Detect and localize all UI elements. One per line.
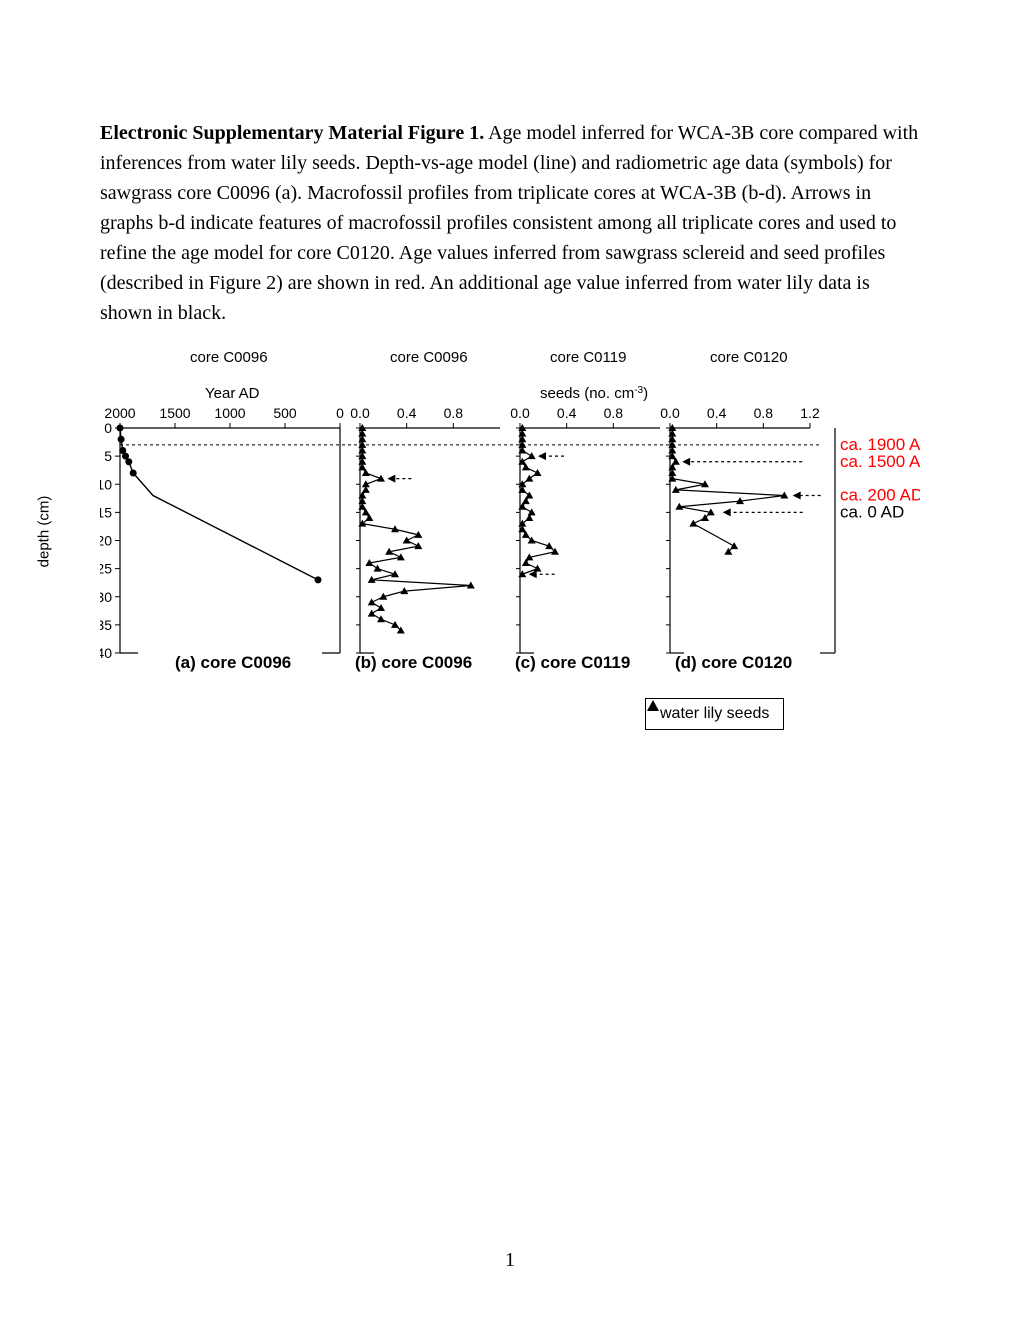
svg-text:core C0096: core C0096 (190, 349, 268, 366)
svg-text:seeds (no. cm-3): seeds (no. cm-3) (540, 385, 648, 403)
svg-text:Year AD: Year AD (205, 385, 260, 402)
svg-text:0.0: 0.0 (660, 405, 680, 421)
svg-text:0.8: 0.8 (604, 405, 624, 421)
figure: core C0096 core C0096 core C0119 core C0120… (100, 348, 920, 748)
legend: water lily seeds (645, 698, 784, 730)
svg-text:0.8: 0.8 (754, 405, 774, 421)
chart-svg: core C0096 core C0096 core C0119 core C0120… (100, 348, 920, 748)
svg-text:2000: 2000 (104, 405, 135, 421)
svg-text:15: 15 (100, 504, 112, 520)
svg-text:0.0: 0.0 (350, 405, 370, 421)
svg-text:25: 25 (100, 561, 112, 577)
svg-text:0: 0 (104, 420, 112, 436)
svg-text:30: 30 (100, 589, 112, 605)
triangle-icon (646, 699, 660, 713)
svg-text:core C0119: core C0119 (550, 349, 626, 366)
svg-text:(c) core C0119: (c) core C0119 (515, 653, 630, 672)
svg-text:35: 35 (100, 617, 112, 633)
caption-text: Age model inferred for WCA-3B core compa… (100, 122, 918, 324)
page-number: 1 (0, 1249, 1020, 1272)
svg-text:core C0120: core C0120 (710, 349, 788, 366)
svg-text:0.0: 0.0 (510, 405, 530, 421)
svg-text:(d) core C0120: (d) core C0120 (675, 653, 792, 672)
svg-text:1000: 1000 (214, 405, 245, 421)
svg-text:500: 500 (273, 405, 297, 421)
svg-text:5: 5 (104, 448, 112, 464)
svg-text:0.4: 0.4 (397, 405, 417, 421)
svg-text:20: 20 (100, 533, 112, 549)
caption-bold: Electronic Supplementary Material Figure… (100, 122, 484, 144)
svg-text:10: 10 (100, 476, 112, 492)
svg-text:0.4: 0.4 (557, 405, 577, 421)
figure-caption: Electronic Supplementary Material Figure… (100, 118, 920, 328)
y-axis-label: depth (cm) (35, 496, 52, 568)
svg-text:1.2: 1.2 (800, 405, 820, 421)
svg-text:(b) core C0096: (b) core C0096 (355, 653, 472, 672)
svg-text:(a) core C0096: (a) core C0096 (175, 653, 291, 672)
svg-text:40: 40 (100, 645, 112, 661)
svg-text:0: 0 (336, 405, 344, 421)
svg-text:0.4: 0.4 (707, 405, 727, 421)
svg-text:0.8: 0.8 (444, 405, 464, 421)
svg-text:ca. 0 AD: ca. 0 AD (840, 502, 904, 521)
svg-text:1500: 1500 (159, 405, 190, 421)
legend-label: water lily seeds (660, 705, 769, 723)
svg-text:ca. 1500 AD: ca. 1500 AD (840, 452, 920, 471)
svg-text:core C0096: core C0096 (390, 349, 468, 366)
